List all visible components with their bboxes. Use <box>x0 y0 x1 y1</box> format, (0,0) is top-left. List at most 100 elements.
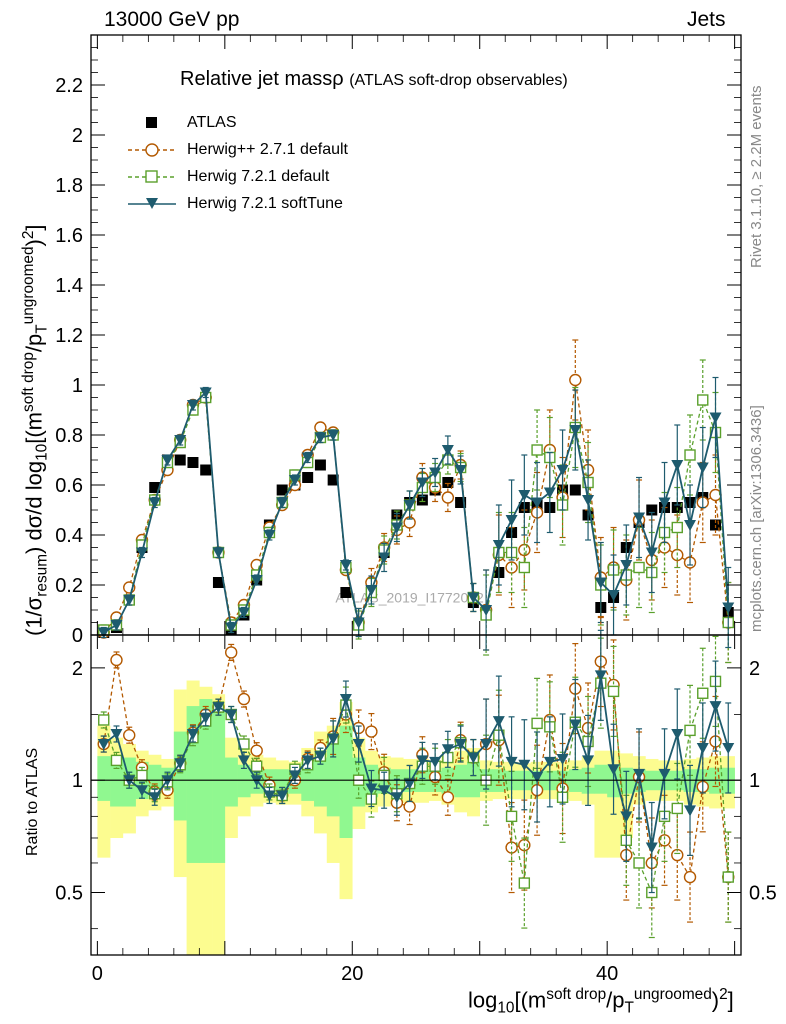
chart-title: Relative jet massρ (ATLAS soft-drop obse… <box>180 68 568 91</box>
ratio-tick-label: 2 <box>72 658 83 680</box>
data-point <box>480 739 493 751</box>
data-point <box>671 728 684 740</box>
y-tick-label: 1.2 <box>55 325 83 347</box>
data-point <box>250 744 263 757</box>
rivet-label: Rivet 3.1.10, ≥ 2.2M events <box>748 85 765 269</box>
data-point <box>582 755 595 767</box>
data-point <box>135 547 148 559</box>
data-point <box>237 692 251 706</box>
data-point <box>110 653 123 667</box>
data-point <box>518 490 531 501</box>
data-point <box>646 504 658 516</box>
data-point <box>314 459 326 471</box>
data-point <box>556 465 569 476</box>
data-point <box>416 755 429 767</box>
data-point <box>110 754 123 767</box>
data-point <box>135 785 148 797</box>
data-point <box>314 421 327 434</box>
legend-label: ATLAS <box>187 114 237 131</box>
data-point <box>684 724 696 737</box>
data-point <box>658 834 671 847</box>
data-point <box>683 870 697 884</box>
data-point <box>594 577 607 589</box>
data-point <box>543 756 556 768</box>
data-point <box>531 497 544 509</box>
data-point <box>339 560 352 571</box>
data-point <box>671 521 683 534</box>
series-line <box>103 390 730 634</box>
data-point <box>569 484 581 496</box>
data-point <box>97 739 110 751</box>
y-tick-label: 0.6 <box>55 475 83 497</box>
ratio-tick-label-right: 0.5 <box>749 883 777 905</box>
data-point <box>276 790 289 802</box>
data-point <box>110 728 123 740</box>
ratio-band-inner <box>224 757 238 807</box>
data-point <box>543 487 556 499</box>
ratio-band-inner <box>466 761 481 798</box>
ratio-frame <box>90 634 742 956</box>
data-point <box>454 465 467 476</box>
data-point <box>505 810 518 823</box>
data-point <box>594 670 607 682</box>
y-tick-label: 2 <box>72 125 83 147</box>
data-point <box>696 742 709 754</box>
y-tick-label: 1 <box>72 375 83 397</box>
data-point <box>645 547 658 559</box>
data-point <box>378 552 391 564</box>
data-point <box>339 694 352 706</box>
data-point <box>684 805 697 817</box>
data-point <box>505 756 518 768</box>
data-point <box>340 587 352 598</box>
data-point <box>722 871 734 883</box>
data-point <box>531 444 543 456</box>
data-point <box>365 725 378 738</box>
data-point <box>276 497 289 509</box>
ratio-tick-label: 0.5 <box>55 883 83 905</box>
ratio-band-inner <box>110 757 124 807</box>
data-point <box>518 759 531 771</box>
data-point <box>633 768 646 780</box>
data-point <box>302 472 314 483</box>
ratio-band-inner <box>339 725 353 838</box>
data-point <box>684 520 697 531</box>
data-point <box>454 739 467 751</box>
data-point <box>722 742 735 754</box>
data-point <box>224 646 238 659</box>
x-tick-label: 0 <box>92 963 103 985</box>
legend-label: Herwig 7.2.1 softTune <box>187 195 343 212</box>
data-point <box>186 400 199 411</box>
legend-label: Herwig++ 2.7.1 default <box>187 141 348 158</box>
ratio-band-inner <box>326 737 340 817</box>
y-tick-label: 1.4 <box>55 275 83 297</box>
data-point <box>416 477 429 489</box>
data-point <box>327 474 339 486</box>
data-point <box>148 792 161 804</box>
ratio-band-inner <box>454 764 468 798</box>
data-point <box>263 790 276 802</box>
legend-marker-atlas <box>146 117 157 128</box>
data-point <box>288 475 301 486</box>
data-point <box>684 449 696 461</box>
data-point <box>174 758 187 770</box>
data-point <box>250 575 263 586</box>
data-point <box>480 605 493 616</box>
ratio-band-inner <box>237 764 251 798</box>
data-point <box>709 701 722 713</box>
data-point <box>212 702 225 714</box>
data-point <box>442 477 454 488</box>
data-point <box>403 800 416 813</box>
ratio-band-inner <box>275 769 289 794</box>
data-point <box>378 785 391 797</box>
y-tick-label: 1.8 <box>55 175 83 197</box>
ratio-band-inner <box>314 757 328 807</box>
data-point <box>225 709 238 721</box>
data-point <box>441 491 455 504</box>
data-point <box>429 756 442 768</box>
ratio-tick-label: 1 <box>72 770 83 792</box>
ratio-band-inner <box>199 699 213 863</box>
data-point <box>365 783 378 795</box>
data-point <box>199 387 212 399</box>
data-point <box>237 755 250 767</box>
